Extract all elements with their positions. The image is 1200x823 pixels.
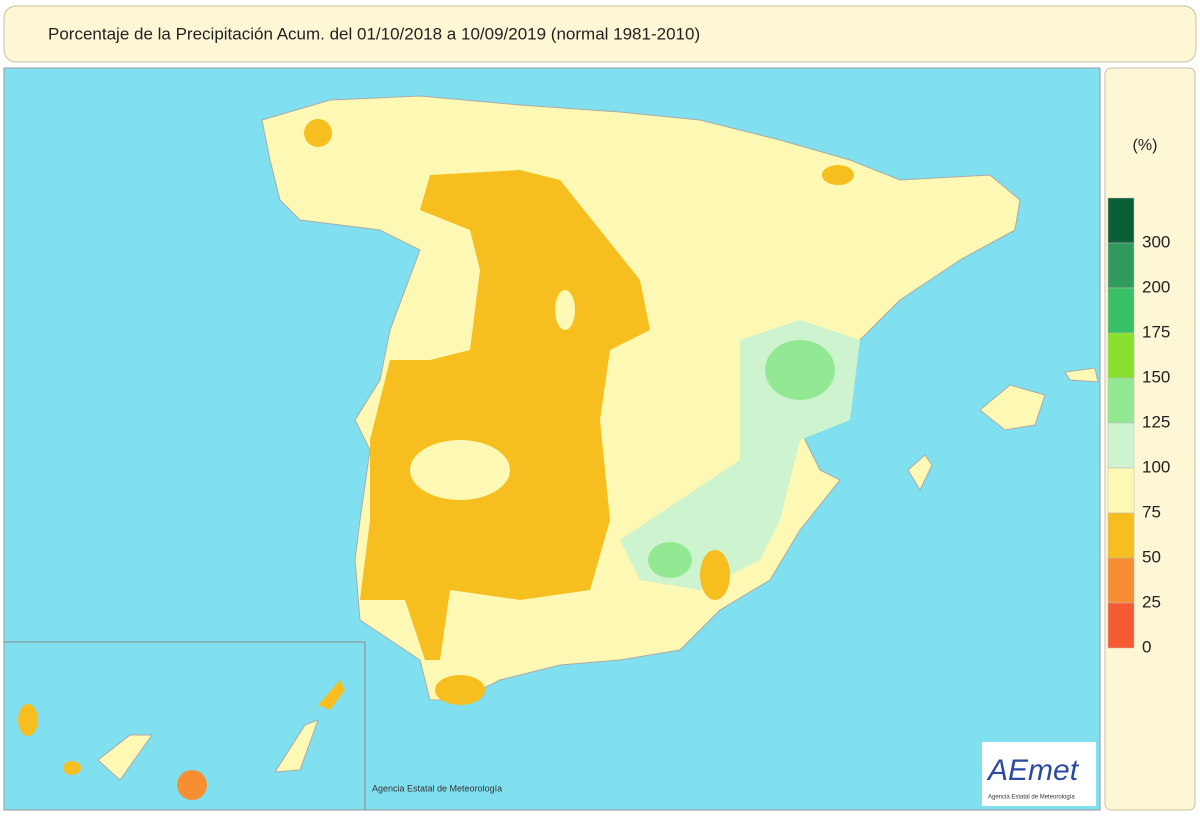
legend-label: 50 (1142, 547, 1161, 566)
island (63, 761, 81, 775)
legend-label: 300 (1142, 232, 1170, 251)
legend-label: 75 (1142, 502, 1161, 521)
legend-label: 150 (1142, 367, 1170, 386)
credit: Agencia Estatal de Meteorología (372, 783, 502, 793)
legend-swatch (1107, 557, 1135, 604)
dry-area (822, 165, 854, 185)
legend-label: 0 (1142, 637, 1151, 656)
wet-area (648, 542, 692, 578)
legend-swatch (1107, 197, 1135, 244)
legend-label: 25 (1142, 592, 1161, 611)
legend-unit: (%) (1133, 137, 1158, 154)
legend-swatch (1107, 422, 1135, 469)
logo-box (982, 742, 1096, 806)
island (907, 454, 933, 492)
logo: AEmet (986, 754, 1080, 787)
logo-subtitle: Agencia Estatal de Meteorología (988, 795, 1075, 801)
legend-swatch (1107, 602, 1135, 649)
legend-swatch (1107, 467, 1135, 514)
legend-swatch (1107, 377, 1135, 424)
island (97, 734, 153, 781)
island (979, 384, 1046, 431)
legend-swatch (1107, 512, 1135, 559)
dry-area (304, 119, 332, 147)
legend-label: 125 (1142, 412, 1170, 431)
island (1064, 367, 1099, 383)
inset-border (4, 641, 366, 810)
island (18, 704, 38, 736)
dry-area (435, 675, 485, 705)
normal-area (410, 440, 510, 500)
island (177, 770, 207, 800)
island (318, 680, 345, 710)
dry-area (700, 550, 730, 600)
legend-label: 200 (1142, 277, 1170, 296)
wet-area (765, 340, 835, 400)
legend-label: 100 (1142, 457, 1170, 476)
legend-swatch (1107, 332, 1135, 379)
island (274, 719, 319, 773)
dry-area (360, 170, 650, 660)
legend-label: 175 (1142, 322, 1170, 341)
title: Porcentaje de la Precipitación Acum. del… (48, 24, 700, 43)
normal-area (555, 290, 575, 330)
legend-swatch (1107, 242, 1135, 289)
title-box (3, 5, 1197, 63)
legend-swatch (1107, 287, 1135, 334)
